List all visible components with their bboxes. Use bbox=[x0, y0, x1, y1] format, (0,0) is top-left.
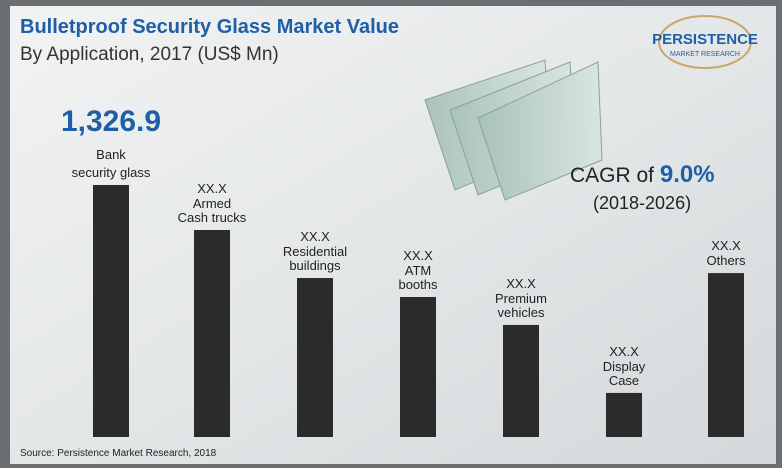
bar bbox=[708, 273, 744, 437]
value-label: XX.X bbox=[609, 344, 639, 359]
value-label: XX.X bbox=[403, 248, 433, 263]
cagr-label: CAGR of 9.0% bbox=[570, 161, 715, 188]
category-line: ATM bbox=[405, 263, 431, 278]
category-line: buildings bbox=[289, 258, 341, 273]
chart-title: Bulletproof Security Glass Market Value bbox=[20, 16, 399, 38]
category-label: Residential buildings bbox=[283, 244, 347, 273]
value-label: XX.X bbox=[300, 229, 330, 244]
logo-name: PERSISTENCE bbox=[652, 31, 758, 48]
category-line: Display bbox=[603, 359, 646, 374]
bar bbox=[93, 185, 129, 437]
category-line: Cash trucks bbox=[178, 210, 247, 225]
category-line: booths bbox=[398, 277, 438, 292]
category-label: Others bbox=[706, 253, 746, 268]
bar bbox=[297, 278, 333, 437]
logo-sub: MARKET RESEARCH bbox=[670, 51, 740, 58]
bar bbox=[503, 324, 539, 437]
bar bbox=[400, 297, 436, 437]
background bbox=[10, 6, 776, 464]
category-line: Bank bbox=[96, 147, 126, 162]
category-line: Case bbox=[609, 373, 639, 388]
category-label: Display Case bbox=[603, 359, 646, 388]
category-line: vehicles bbox=[498, 305, 545, 320]
glass-illustration bbox=[424, 59, 603, 201]
category-label: ATM booths bbox=[398, 263, 438, 292]
cagr-period: (2018-2026) bbox=[593, 193, 691, 213]
category-label: Armed Cash trucks bbox=[178, 196, 247, 225]
value-label: XX.X bbox=[711, 238, 741, 253]
value-label: 1,326.9 bbox=[61, 105, 161, 138]
value-label: XX.X bbox=[197, 181, 227, 196]
category-line: Residential bbox=[283, 244, 347, 259]
category-label: Premium vehicles bbox=[495, 291, 547, 320]
value-label: XX.X bbox=[506, 276, 536, 291]
cagr-value: 9.0% bbox=[660, 161, 715, 188]
category-label: Bank security glass bbox=[72, 147, 151, 180]
source: Source: Persistence Market Research, 201… bbox=[20, 448, 217, 459]
category-line: Others bbox=[706, 253, 746, 268]
category-line: Premium bbox=[495, 291, 547, 306]
bar bbox=[194, 229, 230, 437]
chart-subtitle: By Application, 2017 (US$ Mn) bbox=[20, 44, 279, 65]
cagr-text: CAGR of bbox=[570, 164, 654, 187]
category-line: security glass bbox=[72, 165, 151, 180]
category-line: Armed bbox=[193, 196, 231, 211]
bar bbox=[606, 392, 642, 437]
logo: PERSISTENCE MARKET RESEARCH bbox=[652, 15, 758, 69]
